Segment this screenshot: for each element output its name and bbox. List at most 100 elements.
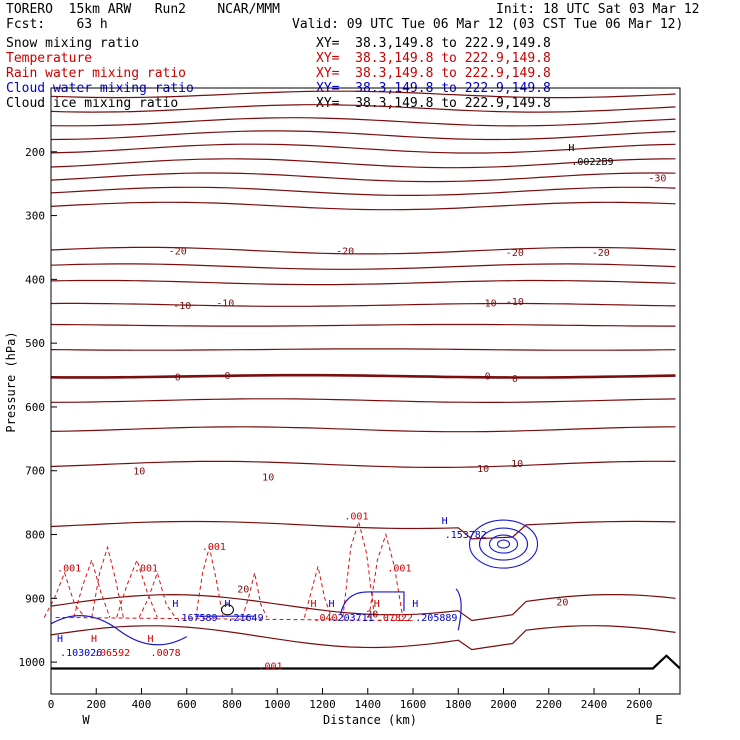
extremum-marker: H [91,634,97,645]
extremum-marker: H [224,599,230,610]
temperature-label: 0 [224,371,230,382]
temperature-isotherm [50,186,676,196]
temperature-isotherm [50,625,676,651]
rain-water-contour [303,566,333,618]
temperature-label: -20 [169,247,187,258]
field-xy-range: XY= 38.3,149.8 to 222.9,149.8 [316,51,551,66]
x-tick-label: 2200 [536,698,563,711]
temperature-isotherm [50,246,676,255]
rain-water-contour [368,532,404,618]
rain-label: .001 [258,661,282,672]
field-xy-range: XY= 38.3,149.8 to 222.9,149.8 [316,66,551,81]
temperature-label: -20 [592,248,610,259]
temperature-isotherm [50,426,676,433]
x-axis-left-end: W [82,713,90,727]
field-xy-range: XY= 38.3,149.8 to 222.9,149.8 [316,96,551,111]
extremum-marker: H [374,599,380,610]
rain-label: .001 [387,564,411,575]
temperature-label: 20 [237,585,249,596]
temperature-isotherm [50,90,676,99]
temperature-label: 0 [175,372,181,383]
temperature-label: 0 [512,374,518,385]
temperature-label: -10 [479,298,497,309]
x-tick-label: 0 [48,698,55,711]
cloud-ice-contour [220,604,234,616]
cloud-water-contour [478,527,529,561]
temperature-isotherm [50,172,676,183]
temperature-isotherm [50,158,676,169]
y-tick-label: 400 [25,273,45,286]
temperature-label: -10 [506,297,524,308]
field-label: Snow mixing ratio [6,36,140,51]
extremum-value: .0022B9 [571,157,613,168]
extremum-value: .06592 [94,648,130,659]
temperature-label: 20 [366,610,378,621]
extremum-value: .07822 [377,613,413,624]
rain-water-contour [116,558,158,618]
field-label: Cloud ice mixing ratio [6,96,179,111]
cloud-water-contour [488,534,519,554]
temperature-isotherm [50,130,676,141]
temperature-isotherm [50,117,676,127]
temperature-isotherm [50,143,676,154]
plot-frame [50,87,681,695]
temperature-label: -10 [216,298,234,309]
extremum-value: .205889 [415,613,457,624]
temperature-label: 10 [511,459,523,470]
temperature-label: 0 [485,372,491,383]
rain-water-contour [73,558,111,618]
rain-water-contour [342,519,376,618]
temperature-isotherm [50,460,676,468]
temperature-label: -10 [173,301,191,312]
temperature-isotherm [50,279,676,286]
y-tick-label: 900 [25,592,45,605]
rain-water-contour [43,571,86,618]
terrain-surface [51,654,681,670]
extremum-value: .153782 [445,530,487,541]
field-label: Rain water mixing ratio [6,66,187,81]
y-tick-label: 1000 [19,656,46,669]
extremum-value: .21649 [227,613,263,624]
x-tick-label: 2400 [581,698,608,711]
cloud-water-contour [496,539,511,549]
valid-time: Valid: 09 UTC Tue 06 Mar 12 (03 CST Tue … [292,17,684,32]
temperature-isotherm [50,520,676,540]
temperature-label: -30 [648,173,666,184]
temperature-isotherm [50,263,676,270]
temperature-isotherm [50,104,676,113]
temperature-isotherm [50,201,676,211]
x-tick-label: 600 [177,698,197,711]
x-tick-label: 200 [86,698,106,711]
temperature-label: -20 [336,247,354,258]
rain-label: .001 [57,564,81,575]
temperature-isotherm [50,302,676,307]
y-tick-label: 200 [25,146,45,159]
x-tick-label: 1600 [400,698,427,711]
rain-water-contour [138,571,176,618]
extremum-marker: H [148,634,154,645]
init-time: Init: 18 UTC Sat 03 Mar 12 [496,2,700,17]
extremum-marker: H [412,599,418,610]
y-tick-label: 300 [25,210,45,223]
cloud-water-contour [50,615,188,646]
x-tick-label: 2600 [626,698,653,711]
extremum-marker: H [57,634,63,645]
extremum-marker: H [568,143,574,154]
cloud-water-contour [340,591,405,615]
cloud-water-contour [468,519,539,569]
y-axis-title: Pressure (hPa) [4,331,18,432]
temperature-label: 10 [133,467,145,478]
temperature-isotherm [50,348,676,351]
x-tick-label: 1000 [264,698,291,711]
rain-label: .001 [202,542,226,553]
x-tick-label: 2000 [490,698,517,711]
extremum-value: .203711 [332,613,374,624]
x-tick-label: 1800 [445,698,472,711]
temperature-isotherm [50,373,676,379]
extremum-value: .167589 [175,613,217,624]
y-tick-label: 800 [25,529,45,542]
extremum-value: .103026 [60,648,102,659]
extremum-value: .0078 [151,648,181,659]
x-tick-label: 1200 [309,698,336,711]
